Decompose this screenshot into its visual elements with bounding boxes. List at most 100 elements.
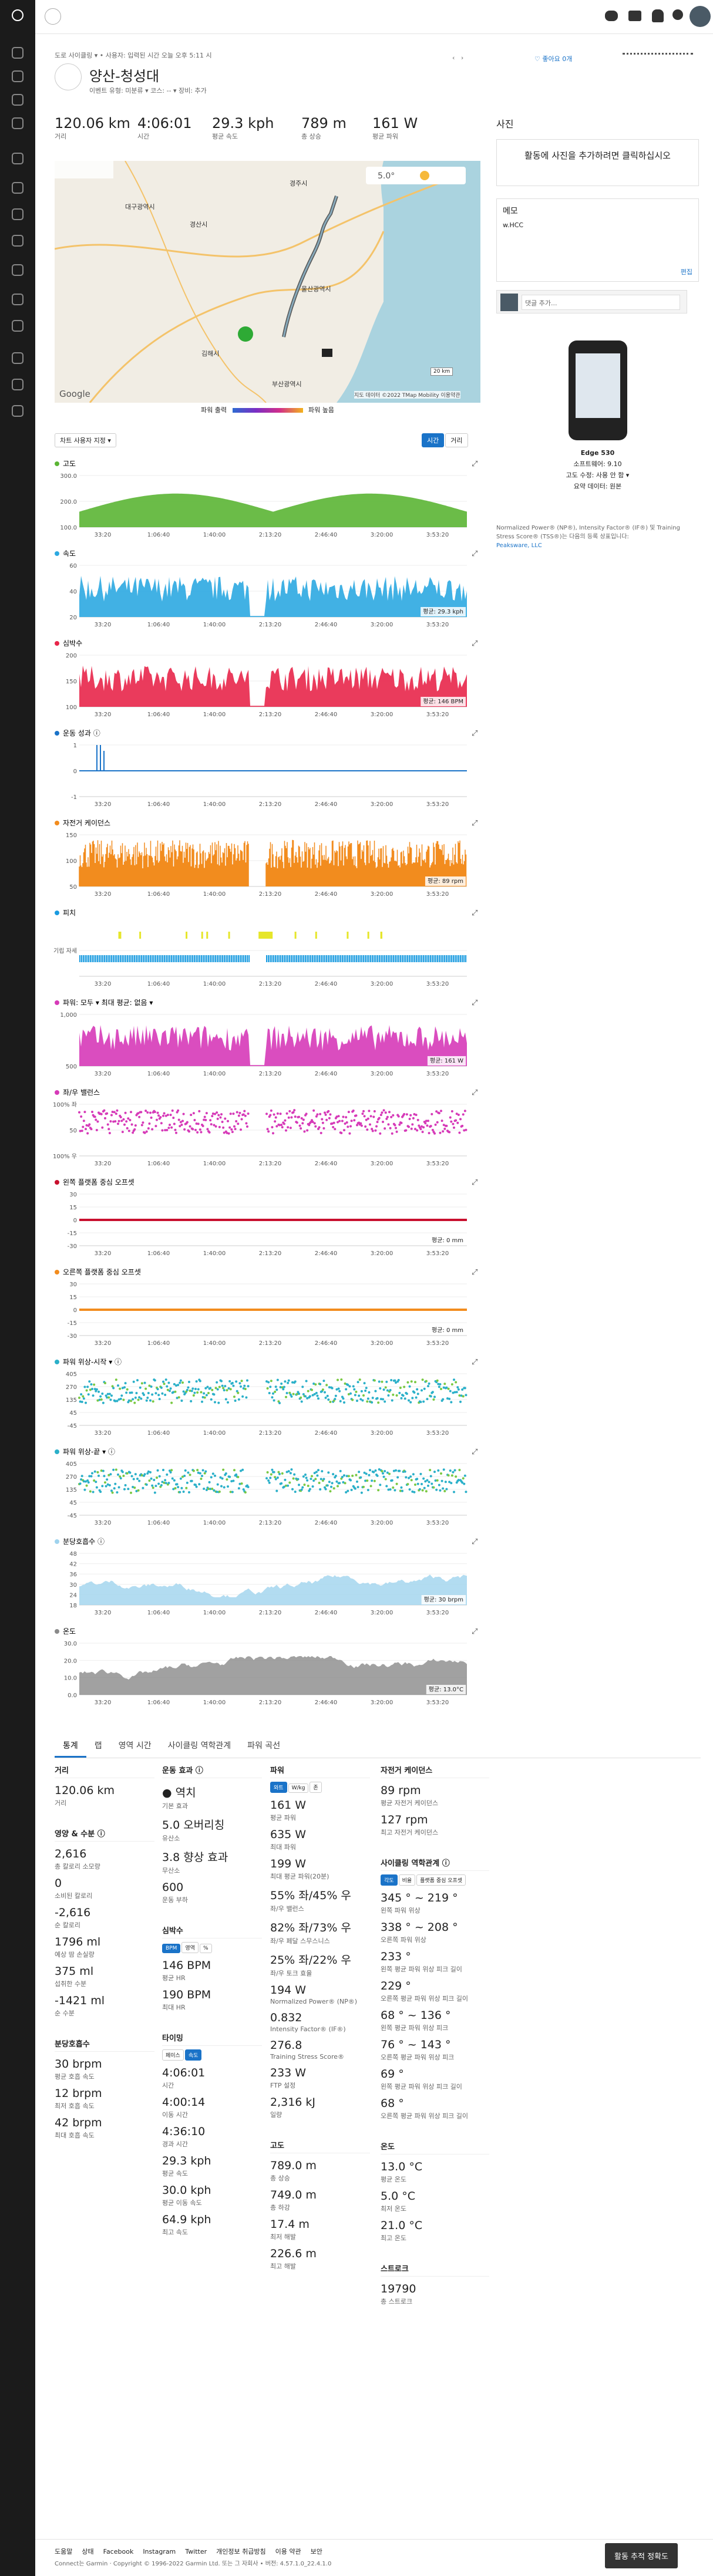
tab[interactable]: 영역 시간: [118, 1741, 152, 1751]
photos-prompt: 활동에 사진을 추가하려면 클릭하십시오: [524, 150, 671, 161]
x-tick-label: 3:20:00: [371, 532, 394, 538]
trace-decoration: [411, 955, 412, 962]
trace-decoration: [358, 955, 359, 962]
prev-next[interactable]: ‹ ›: [452, 54, 464, 62]
play-button[interactable]: [322, 349, 332, 357]
trace-decoration: [156, 1118, 158, 1121]
trace-decoration: [203, 1392, 206, 1395]
edit-link[interactable]: 편집: [680, 268, 692, 276]
trace-decoration: [391, 1399, 394, 1402]
trace-decoration: [96, 1471, 99, 1474]
nav-icon[interactable]: [12, 235, 23, 247]
inbox-icon[interactable]: [628, 11, 641, 21]
trace-decoration: [95, 1390, 97, 1392]
trace-decoration: [232, 1384, 235, 1387]
toggle-button[interactable]: 비율: [398, 1874, 416, 1886]
toggle-button[interactable]: BPM: [162, 1944, 181, 1953]
map[interactable]: 5.0° 20 km Google 지도 데이터 ©2022 TMap Mobi…: [55, 161, 480, 403]
trace-decoration: [324, 1111, 326, 1114]
nav-icon[interactable]: [12, 320, 23, 332]
trace-decoration: [450, 1110, 453, 1113]
nav-icon[interactable]: [12, 208, 23, 220]
footer-link[interactable]: 이용 약관: [275, 2548, 301, 2555]
toggle-button[interactable]: W/kg: [288, 1783, 309, 1793]
nav-icon[interactable]: [12, 117, 23, 129]
trace-decoration: [111, 955, 113, 962]
distance-button[interactable]: 거리: [445, 433, 468, 447]
trace-decoration: [354, 955, 356, 962]
toggle-button[interactable]: 존: [310, 1782, 322, 1793]
nav-icon[interactable]: [12, 182, 23, 194]
trace-decoration: [442, 1398, 445, 1401]
time-button[interactable]: 시간: [422, 433, 445, 447]
trace-decoration: [386, 1389, 389, 1392]
breadcrumb[interactable]: 도로 사이클링 ▾ • 사용자: 입력된 시간 오늘 오후 5:11 시: [55, 52, 212, 59]
accuracy-button[interactable]: 활동 추적 정확도: [605, 2543, 678, 2568]
footer-link[interactable]: 보안: [310, 2548, 322, 2555]
trace-decoration: [284, 1380, 287, 1383]
trace-decoration: [301, 1486, 304, 1489]
trace-decoration: [279, 1386, 282, 1389]
disclaimer-link[interactable]: Peaksware, LLC: [496, 542, 542, 549]
toggle-button[interactable]: 영역: [181, 1942, 199, 1953]
trace-decoration: [280, 1382, 283, 1385]
expand-button[interactable]: [45, 8, 61, 25]
chart-customize[interactable]: 차트 사용자 지정 ▾: [55, 433, 117, 447]
comment-input[interactable]: 댓글 추가...: [522, 295, 680, 310]
nav-icon[interactable]: [12, 153, 23, 164]
trace-decoration: [140, 1474, 143, 1476]
nav-icon[interactable]: [12, 70, 23, 82]
trace-decoration: [103, 1475, 106, 1478]
trace-decoration: [199, 1472, 201, 1475]
trace-decoration: [122, 1118, 125, 1121]
toggle-button[interactable]: %: [199, 1944, 212, 1953]
nav-icon[interactable]: [12, 47, 23, 59]
add-icon[interactable]: [672, 9, 683, 20]
trace-decoration: [350, 1120, 353, 1122]
photos-drop[interactable]: 활동에 사진을 추가하려면 클릭하십시오: [496, 139, 699, 186]
notifications-icon[interactable]: [652, 9, 664, 22]
footer-link[interactable]: Instagram: [143, 2548, 176, 2555]
trace-decoration: [184, 1469, 187, 1472]
footer-link[interactable]: 도움말: [55, 2548, 73, 2555]
trace-decoration: [271, 1468, 274, 1471]
logo[interactable]: [12, 9, 23, 21]
nav-icon[interactable]: [12, 294, 23, 305]
trace-decoration: [317, 955, 319, 962]
footer-link[interactable]: 개인정보 취급방침: [216, 2548, 266, 2555]
toggle-button[interactable]: 각도: [381, 1874, 398, 1886]
footer-link[interactable]: 상태: [82, 2548, 94, 2555]
nav-icon[interactable]: [12, 352, 23, 364]
tab[interactable]: 통계: [55, 1735, 86, 1758]
stat-value: 42 brpm: [55, 2116, 102, 2129]
like-button[interactable]: ♡ 좋아요 0개: [534, 55, 573, 63]
tab[interactable]: 파워 곡선: [247, 1741, 281, 1751]
tab[interactable]: 랩: [94, 1741, 102, 1751]
nav-icon[interactable]: [12, 264, 23, 276]
avatar[interactable]: [690, 6, 711, 27]
trace-decoration: [85, 955, 86, 962]
map-canvas: [55, 161, 480, 403]
trace-decoration: [181, 955, 183, 962]
footer-link[interactable]: Twitter: [185, 2548, 207, 2555]
activity-title[interactable]: 양산-청성대: [89, 68, 160, 85]
tab[interactable]: 사이클링 역학관계: [167, 1741, 231, 1751]
toggle-button[interactable]: 속도: [184, 2049, 202, 2061]
sync-icon[interactable]: [605, 11, 618, 21]
toggle-button[interactable]: 와트: [270, 1782, 287, 1793]
y-tick-label: 100: [66, 858, 77, 865]
toggle-button[interactable]: 페이스: [162, 2049, 184, 2061]
footer-link[interactable]: Facebook: [103, 2548, 134, 2555]
customize-button[interactable]: 차트 사용자 지정 ▾: [55, 433, 116, 447]
toolbar-icons[interactable]: [623, 53, 693, 62]
stat-label: 시간: [162, 2082, 174, 2089]
nav-icon[interactable]: [12, 405, 23, 417]
trace-decoration: [101, 1485, 104, 1488]
trace-decoration: [93, 955, 95, 962]
nav-icon[interactable]: [12, 379, 23, 390]
trace-decoration: [295, 1392, 298, 1395]
nav-icon[interactable]: [12, 94, 23, 106]
map-controls[interactable]: [55, 161, 113, 178]
toggle-button[interactable]: 플랫폼 중심 오프셋: [416, 1874, 466, 1886]
trace-decoration: [282, 1385, 285, 1388]
